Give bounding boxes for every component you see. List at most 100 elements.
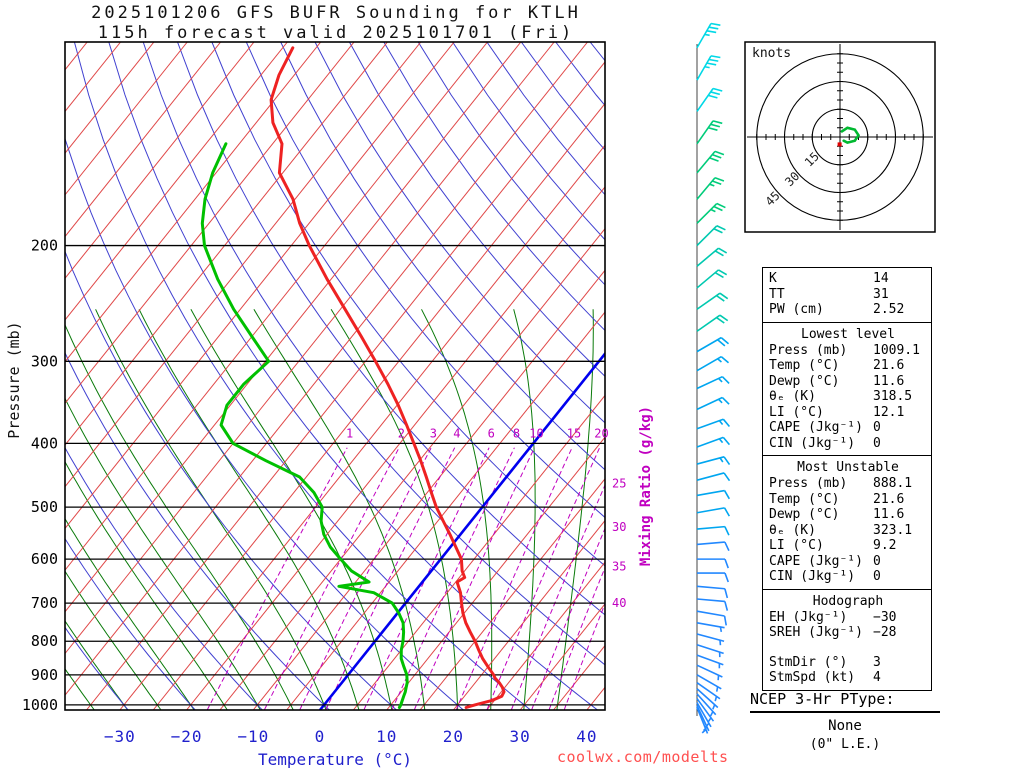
svg-text:20: 20 <box>443 727 464 746</box>
stats-section-header: Hodograph <box>812 593 884 609</box>
stat-value: 3 <box>873 654 881 670</box>
stat-label: CIN (Jkg⁻¹) <box>769 569 856 584</box>
ptype-value: None <box>828 718 862 734</box>
stat-row: Temp (°C) 21.6 <box>769 358 927 374</box>
stats-section-indices: K 14 TT 31 PW (cm) 2.52 <box>762 267 932 323</box>
stat-row: θₑ (K) 318.5 <box>769 389 927 405</box>
stat-value: 0 <box>873 553 881 569</box>
svg-text:8: 8 <box>513 426 520 440</box>
stat-row: EH (Jkg⁻¹) −30 <box>769 610 927 626</box>
storm-motion-marker <box>837 142 842 147</box>
svg-text:2: 2 <box>398 426 405 440</box>
stat-value: 14 <box>873 271 889 286</box>
plot-frame <box>64 41 606 711</box>
stat-value: 323.1 <box>873 522 913 538</box>
stat-row: Dewp (°C) 11.6 <box>769 507 927 523</box>
svg-text:6: 6 <box>488 426 495 440</box>
svg-text:40: 40 <box>612 596 626 610</box>
ptype-panel: NCEP 3-Hr PType: None (0" L.E.) <box>750 690 940 752</box>
stat-row: θₑ (K) 323.1 <box>769 523 927 539</box>
stat-value: 0 <box>873 569 881 584</box>
svg-text:400: 400 <box>31 434 58 452</box>
stat-row: PW (cm) 2.52 <box>769 302 927 318</box>
stat-label: CIN (Jkg⁻¹) <box>769 435 856 451</box>
svg-text:−30: −30 <box>104 727 136 746</box>
stat-row: StmDir (°) 3 <box>769 655 927 671</box>
stat-value: 2.52 <box>873 302 905 317</box>
dewpoint-curve <box>200 142 409 709</box>
svg-text:4: 4 <box>453 426 460 440</box>
svg-text:800: 800 <box>31 632 58 650</box>
stat-label: StmSpd (kt) <box>769 670 856 685</box>
stat-row: SREH (Jkg⁻¹) −28 <box>769 625 927 641</box>
stat-label: θₑ (K) <box>769 522 816 538</box>
temperature-curve <box>269 46 506 709</box>
x-axis-label: Temperature (°C) <box>257 750 413 768</box>
stat-value: 318.5 <box>873 389 913 404</box>
stat-label: Dewp (°C) <box>769 373 840 389</box>
isotherms <box>65 42 605 710</box>
stat-label: CAPE (Jkg⁻¹) <box>769 553 863 569</box>
svg-text:20: 20 <box>594 426 608 440</box>
stats-section-lowest_level: Lowest level Press (mb) 1009.1 Temp (°C) 21.… <box>762 321 932 456</box>
stat-label: StmDir (°) <box>769 654 848 670</box>
stat-row: LI (°C) 9.2 <box>769 538 927 554</box>
svg-text:−20: −20 <box>171 727 203 746</box>
stat-label: SREH (Jkg⁻¹) <box>769 625 863 640</box>
svg-text:1000: 1000 <box>22 696 58 714</box>
svg-text:1: 1 <box>346 426 353 440</box>
svg-text:25: 25 <box>612 476 626 490</box>
stat-row: CIN (Jkg⁻¹) 0 <box>769 569 927 585</box>
stat-row: K 14 <box>769 271 927 287</box>
svg-text:15: 15 <box>567 426 581 440</box>
mixing-ratio-axis-label: Mixing Ratio (g/kg) <box>638 405 654 567</box>
stat-row: Dewp (°C) 11.6 <box>769 374 927 390</box>
stat-value: 4 <box>873 670 881 685</box>
stat-label: Temp (°C) <box>769 358 840 373</box>
svg-text:200: 200 <box>31 237 58 255</box>
stat-label: Press (mb) <box>769 476 848 491</box>
svg-text:0: 0 <box>315 727 326 746</box>
svg-text:3: 3 <box>430 426 437 440</box>
ptype-heading: NCEP 3-Hr PType: <box>750 690 940 713</box>
stats-section-hodograph: Hodograph EH (Jkg⁻¹) −30 SREH (Jkg⁻¹) −28 Stm… <box>762 588 932 691</box>
watermark-text: coolwx.com/modelts <box>557 748 729 766</box>
svg-text:10: 10 <box>376 727 397 746</box>
stat-row: Temp (°C) 21.6 <box>769 492 927 508</box>
svg-text:−10: −10 <box>237 727 269 746</box>
stat-row-spacer <box>769 641 927 655</box>
ptype-liquid-equivalent: (0" L.E.) <box>809 737 881 752</box>
stat-label: Dewp (°C) <box>769 507 840 522</box>
stat-value: 9.2 <box>873 538 897 553</box>
stats-section-header: Most Unstable <box>797 460 899 475</box>
stat-label: LI (°C) <box>769 404 824 420</box>
stat-value: 21.6 <box>873 491 905 507</box>
stat-label: TT <box>769 286 785 302</box>
svg-text:900: 900 <box>31 666 58 684</box>
stat-value: 0 <box>873 435 881 451</box>
stat-label: PW (cm) <box>769 302 824 317</box>
stat-label: LI (°C) <box>769 538 824 553</box>
stat-row: LI (°C) 12.1 <box>769 405 927 421</box>
svg-text:30: 30 <box>509 727 530 746</box>
stat-row: StmSpd (kt) 4 <box>769 670 927 686</box>
mixing-ratio-lines <box>206 447 605 710</box>
hodograph-units-label: knots <box>752 46 792 61</box>
svg-text:700: 700 <box>31 594 58 612</box>
stat-label: Press (mb) <box>769 342 848 358</box>
svg-text:10: 10 <box>529 426 543 440</box>
y-axis-label: Pressure (mb) <box>5 321 23 439</box>
svg-text:300: 300 <box>31 352 58 370</box>
svg-text:30: 30 <box>612 520 626 534</box>
svg-text:500: 500 <box>31 498 58 516</box>
sounding-curves <box>200 46 506 709</box>
stat-value: 888.1 <box>873 476 913 491</box>
stat-label: CAPE (Jkg⁻¹) <box>769 420 863 435</box>
stats-section-header: Lowest level <box>801 326 895 342</box>
chart-title-line1: 2025101206 GFS BUFR Sounding for KTLH <box>91 3 581 23</box>
wind-barbs <box>696 22 731 734</box>
stat-value: 31 <box>873 286 889 302</box>
